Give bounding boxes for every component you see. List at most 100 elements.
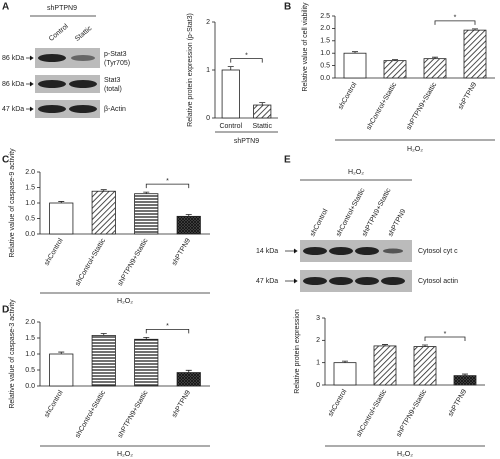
x-axis-label: H₂O₂ [397, 451, 413, 458]
bar [383, 60, 407, 79]
y-tick-label: 1 [206, 67, 210, 74]
error-bar [58, 351, 65, 354]
significance-label: * [245, 52, 248, 59]
bar [134, 193, 159, 235]
error-bar [58, 201, 65, 203]
error-bar [143, 336, 150, 340]
x-tick-label: shPTPN9+Stattic [396, 388, 429, 438]
bar [221, 69, 240, 119]
y-tick-label: 0.5 [25, 215, 35, 222]
error-bar [342, 360, 348, 363]
x-axis-label: H₂O₂ [117, 451, 133, 458]
significance-bracket [434, 20, 476, 25]
x-axis-label: shPTN9 [234, 138, 259, 145]
lane-label: shControl+Stattic [335, 187, 367, 238]
blot-row-label: Cytosol cyt c [418, 248, 458, 255]
panel-letter: C [2, 155, 9, 166]
blot-treatment: H₂O₂ [348, 169, 364, 176]
error-bar [143, 191, 150, 194]
y-tick-label: 2.0 [25, 169, 35, 176]
bar [333, 362, 357, 386]
blot [300, 240, 412, 292]
x-tick-label: shControl [44, 389, 65, 419]
x-tick-label: shPTPN9+Stattic [117, 237, 150, 287]
bar [423, 58, 447, 79]
blot-row-label: (Tyr705) [104, 60, 130, 67]
x-tick-label: shControl [44, 237, 65, 267]
x-tick-label: shPTPN9 [457, 81, 478, 111]
lane-label: shControl [309, 208, 329, 238]
lane-label: Control [48, 23, 70, 43]
y-tick-label: 1.0 [320, 50, 330, 57]
blot-row-label: β-Actin [104, 106, 126, 113]
bar [413, 346, 437, 386]
lane-label: shPTPN9+Stattic [361, 187, 393, 238]
significance-bracket [145, 328, 190, 334]
y-axis-label: Relative value of cell viability [302, 2, 309, 92]
bar [134, 338, 159, 387]
x-tick-label: shControl [327, 388, 348, 418]
kda: 86 kDa [2, 55, 24, 62]
x-tick-label: shControl+Stattic [74, 237, 107, 287]
x-tick-label: Control [219, 123, 242, 130]
x-tick-label: shControl+Stattic [366, 81, 399, 131]
error-bar [185, 369, 192, 373]
y-tick-label: 0.5 [320, 62, 330, 69]
x-tick-label: shPTPN9+Stattic [117, 389, 150, 439]
kda: 47 kDa [256, 278, 278, 285]
error-bar [185, 214, 192, 217]
x-tick-label: shControl+Stattic [74, 389, 107, 439]
y-tick-label: 2.0 [320, 25, 330, 32]
bar [463, 29, 487, 79]
x-axis-label: H₂O₂ [407, 146, 423, 153]
panel-letter: E [284, 155, 291, 166]
significance-label: * [166, 178, 169, 185]
lane-label: Stattic [74, 25, 94, 43]
y-axis-label: Relative protein expression [294, 309, 301, 394]
blot-row-label: (total) [104, 86, 122, 93]
error-bar [382, 344, 388, 346]
x-tick-label: shControl [337, 81, 358, 111]
blot-row-label: Cytosol actin [418, 278, 458, 285]
bar [373, 345, 397, 386]
kda: 47 kDa [2, 106, 24, 113]
lane-label: shPTPN9 [387, 208, 407, 238]
y-tick-label: 0.0 [320, 75, 330, 82]
bar [343, 52, 367, 79]
bar [453, 375, 477, 386]
blot [35, 48, 100, 118]
x-tick-label: shPTPN9 [171, 389, 192, 419]
y-tick-label: 1.0 [25, 200, 35, 207]
error-bar [462, 373, 468, 376]
x-tick-label: shPTPN9 [171, 237, 192, 267]
y-axis-label: Relative value of caspase-9 activity [9, 148, 16, 258]
kda: 14 kDa [256, 248, 278, 255]
blot-row-label: p-Stat3 [104, 51, 127, 58]
blot-row-label: Stat3 [104, 77, 120, 84]
y-tick-label: 1 [316, 360, 320, 367]
arrows [26, 55, 298, 284]
y-tick-label: 0.0 [25, 231, 35, 238]
error-bar [392, 59, 398, 61]
y-tick-label: 2.5 [320, 13, 330, 20]
y-tick-label: 1.5 [320, 38, 330, 45]
error-bar [100, 189, 107, 192]
error-bar [352, 51, 358, 54]
y-tick-label: 2 [316, 337, 320, 344]
bar [91, 190, 116, 235]
significance-label: * [454, 15, 457, 22]
significance-bracket [424, 336, 466, 342]
error-bar [472, 28, 478, 31]
x-tick-label: shPTPN9+Stattic [406, 81, 439, 131]
panel-letter: B [284, 2, 291, 13]
error-bar [432, 56, 438, 59]
bar [176, 372, 201, 387]
significance-bracket [230, 58, 263, 63]
bar [91, 335, 116, 387]
x-tick-label: Stattic [253, 123, 273, 130]
significance-bracket [145, 183, 190, 189]
y-tick-label: 1.5 [25, 184, 35, 191]
error-bar [227, 66, 234, 70]
significance-label: * [444, 331, 447, 338]
bar [253, 104, 272, 119]
